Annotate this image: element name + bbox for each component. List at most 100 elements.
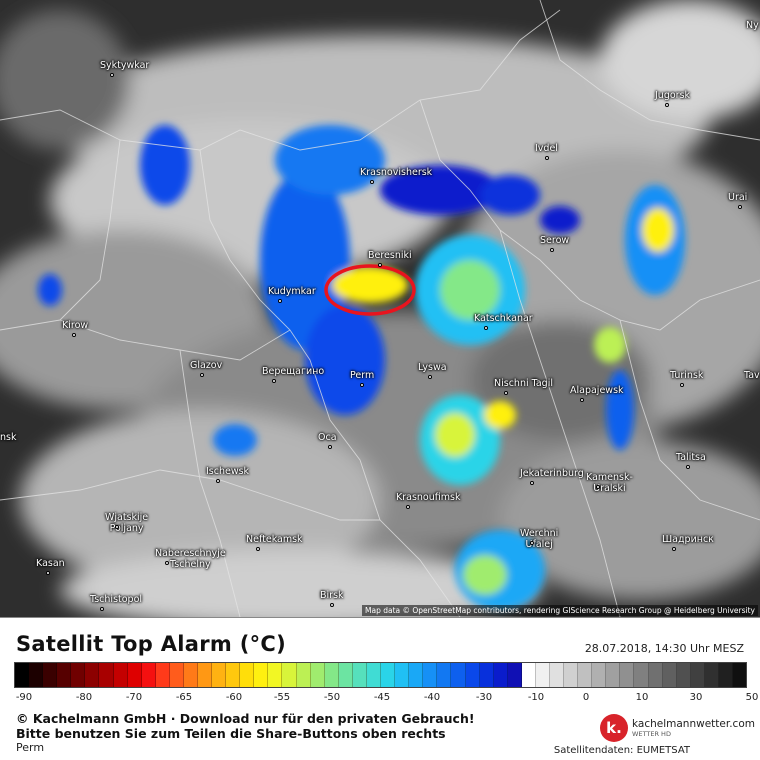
colorbar-segment: [85, 663, 100, 687]
city-dot: [504, 391, 508, 395]
city-dot: [530, 481, 534, 485]
colorbar-segment: [704, 663, 719, 687]
logo-subtitle: WETTER HD: [632, 730, 671, 738]
city-dot: [378, 263, 382, 267]
colorbar-segment: [296, 663, 311, 687]
colorbar-segment: [592, 663, 607, 687]
colorbar-segment: [43, 663, 58, 687]
city-label: nsk: [0, 432, 17, 443]
storm-highlight-circle: [324, 264, 416, 316]
colorbar-tick-label: -70: [125, 692, 143, 703]
city-label: Tav: [744, 370, 760, 381]
city-dot: [530, 541, 534, 545]
city-dot: [256, 547, 260, 551]
colorbar-segment: [718, 663, 733, 687]
satellite-map[interactable]: Syktywkar Jugorsk Ivdel Krasnovishersk Urai B…: [0, 0, 760, 617]
colorbar-tick-label: -80: [75, 692, 93, 703]
region-name: Perm: [16, 741, 45, 754]
city-dot: [680, 383, 684, 387]
city-label: Jugorsk: [655, 90, 691, 101]
colorbar-segment: [352, 663, 367, 687]
colorbar-segment: [423, 663, 438, 687]
colorbar-tick-label: -60: [225, 692, 243, 703]
colorbar-segment: [155, 663, 170, 687]
colorbar-segment: [71, 663, 86, 687]
city-label: Ivdel: [535, 143, 558, 154]
city-label: Turinsk: [670, 370, 704, 381]
city-dot: [738, 205, 742, 209]
colorbar-segment: [381, 663, 396, 687]
colorbar-segment: [99, 663, 114, 687]
colorbar-tick-label: 50: [745, 692, 759, 703]
colorbar-segment: [226, 663, 241, 687]
colorbar-segment: [324, 663, 339, 687]
logo-mark-icon: k.: [600, 714, 628, 742]
colorbar-segment: [606, 663, 621, 687]
city-label: Talitsa: [676, 452, 706, 463]
city-dot: [550, 248, 554, 252]
colorbar-segment: [240, 663, 255, 687]
city-dot: [596, 485, 600, 489]
city-dot: [360, 383, 364, 387]
colorbar-segment: [113, 663, 128, 687]
colorbar-segment: [507, 663, 522, 687]
colorbar-segment: [395, 663, 410, 687]
city-label: Neftekamsk: [246, 534, 303, 545]
logo-name: kachelmannwetter.com: [632, 717, 755, 730]
colorbar-segment: [268, 663, 283, 687]
city-label: Kudymkar: [268, 286, 316, 297]
city-label: Lyswa: [418, 362, 447, 373]
colorbar-segment: [366, 663, 382, 687]
satellite-imagery: [0, 0, 760, 617]
colorbar-segment: [662, 663, 677, 687]
colorbar-segment: [648, 663, 663, 687]
map-attribution: Map data © OpenStreetMap contributors, r…: [362, 605, 758, 616]
city-label: Шадринск: [662, 534, 714, 545]
colorbar-segment: [549, 663, 565, 687]
colorbar-tick-label: -90: [15, 692, 33, 703]
city-dot: [665, 103, 669, 107]
city-dot: [580, 398, 584, 402]
city-label: Perm: [350, 370, 375, 381]
city-dot: [110, 73, 114, 77]
city-label: Kamensk- Uralski: [586, 472, 633, 494]
colorbar-segment: [732, 663, 747, 687]
city-dot: [115, 525, 119, 529]
city-label: Syktywkar: [100, 60, 150, 71]
colorbar-segment: [57, 663, 72, 687]
city-label: Beresniki: [368, 250, 412, 261]
legend-datetime: 28.07.2018, 14:30 Uhr MESZ: [584, 642, 744, 655]
colorbar-segment: [578, 663, 593, 687]
colorbar-tick-label: -45: [373, 692, 391, 703]
city-label: Верещагино: [262, 366, 325, 377]
city-dot: [428, 375, 432, 379]
kachelmann-logo[interactable]: k. kachelmannwetter.com WETTER HD: [600, 714, 755, 742]
city-label: Kasan: [36, 558, 65, 569]
city-dot: [272, 379, 276, 383]
colorbar-tick-label: -10: [527, 692, 545, 703]
city-dot: [216, 479, 220, 483]
colorbar-ticks: -90 -80 -70 -65 -60 -55 -50 -45 -40 -30 -10 0 10 30 50: [14, 692, 759, 706]
city-dot: [330, 603, 334, 607]
city-dot: [370, 180, 374, 184]
colorbar-segment: [676, 663, 691, 687]
colorbar-tick-label: 0: [582, 692, 590, 703]
colorbar-segment: [479, 663, 494, 687]
colorbar-segment: [212, 663, 227, 687]
colorbar-segment: [437, 663, 452, 687]
city-dot: [406, 505, 410, 509]
colorbar-segment: [564, 663, 579, 687]
colorbar-segment: [29, 663, 44, 687]
colorbar-segment: [254, 663, 269, 687]
colorbar-segment: [465, 663, 480, 687]
city-label: Urai: [728, 192, 748, 203]
colorbar-tick-label: -30: [475, 692, 493, 703]
city-label: Wjatskije Poljany: [105, 512, 149, 534]
colorbar-tick-label: -65: [175, 692, 193, 703]
colorbar-segment: [451, 663, 466, 687]
colorbar-tick-label: 30: [689, 692, 703, 703]
city-label: Tschistopol: [90, 594, 143, 605]
city-label: Ny: [746, 20, 759, 31]
colorbar-tick-label: -40: [423, 692, 441, 703]
colorbar-segment: [169, 663, 184, 687]
